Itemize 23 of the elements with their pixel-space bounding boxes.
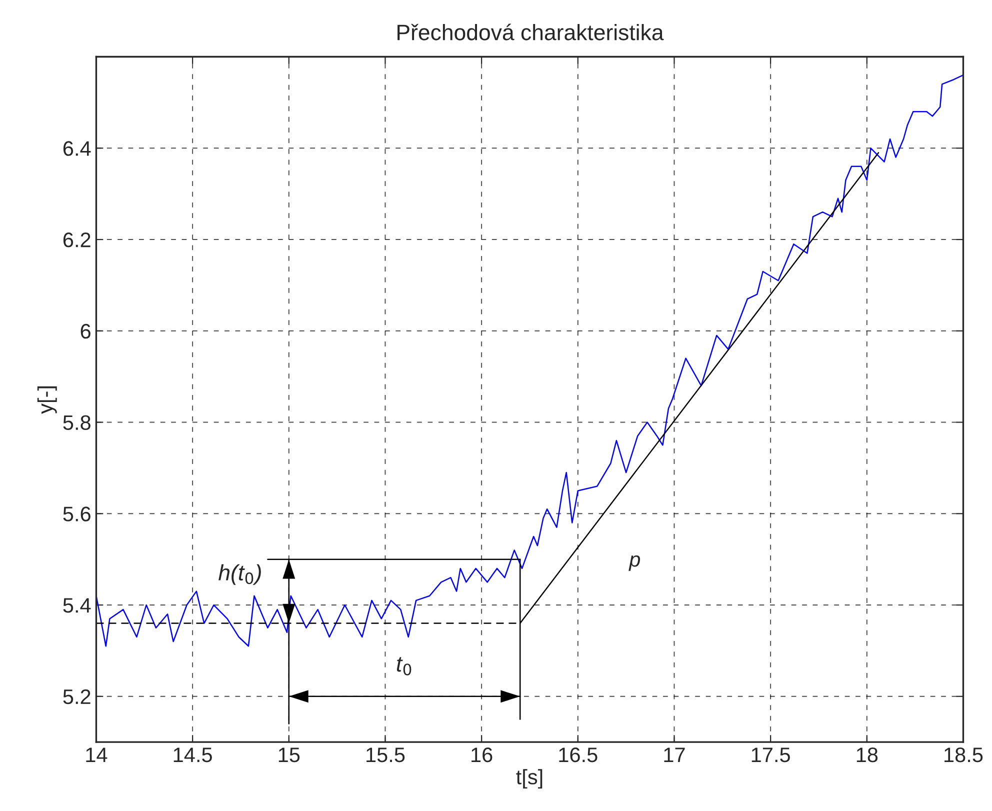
y-tick-label: 5.2 <box>63 689 90 704</box>
x-tick-label: 14.5 <box>174 748 212 762</box>
annotation: t$_{0}$ <box>396 657 412 676</box>
y-tick-label: 6 <box>80 324 90 339</box>
y-tick-label: 6.2 <box>63 232 90 248</box>
x-tick-label: 17 <box>664 748 685 762</box>
y-tick-label: 5.4 <box>63 598 91 613</box>
x-axis-title: t[s] <box>516 769 542 789</box>
y-tick-label: 5.8 <box>63 415 90 430</box>
x-tick-label: 18 <box>856 747 878 762</box>
x-tick-label: 15.5 <box>366 748 405 762</box>
x-tick-label: 16 <box>472 747 492 762</box>
x-tick-label: 17.5 <box>752 748 790 762</box>
annotation: h(t$_{0}$) <box>218 564 261 585</box>
x-tick-label: 18.5 <box>944 747 983 762</box>
chart-title: Přechodová charakteristika <box>398 24 664 40</box>
x-tick-label: 15 <box>278 748 300 762</box>
x-tick-label: 16.5 <box>559 747 598 762</box>
y-tick-label: 6.4 <box>63 141 91 156</box>
y-tick-label: 5.6 <box>63 506 90 522</box>
y-axis-title: y[-] <box>37 386 57 414</box>
text: p <box>628 555 640 571</box>
x-tick-label: 14 <box>86 748 108 762</box>
